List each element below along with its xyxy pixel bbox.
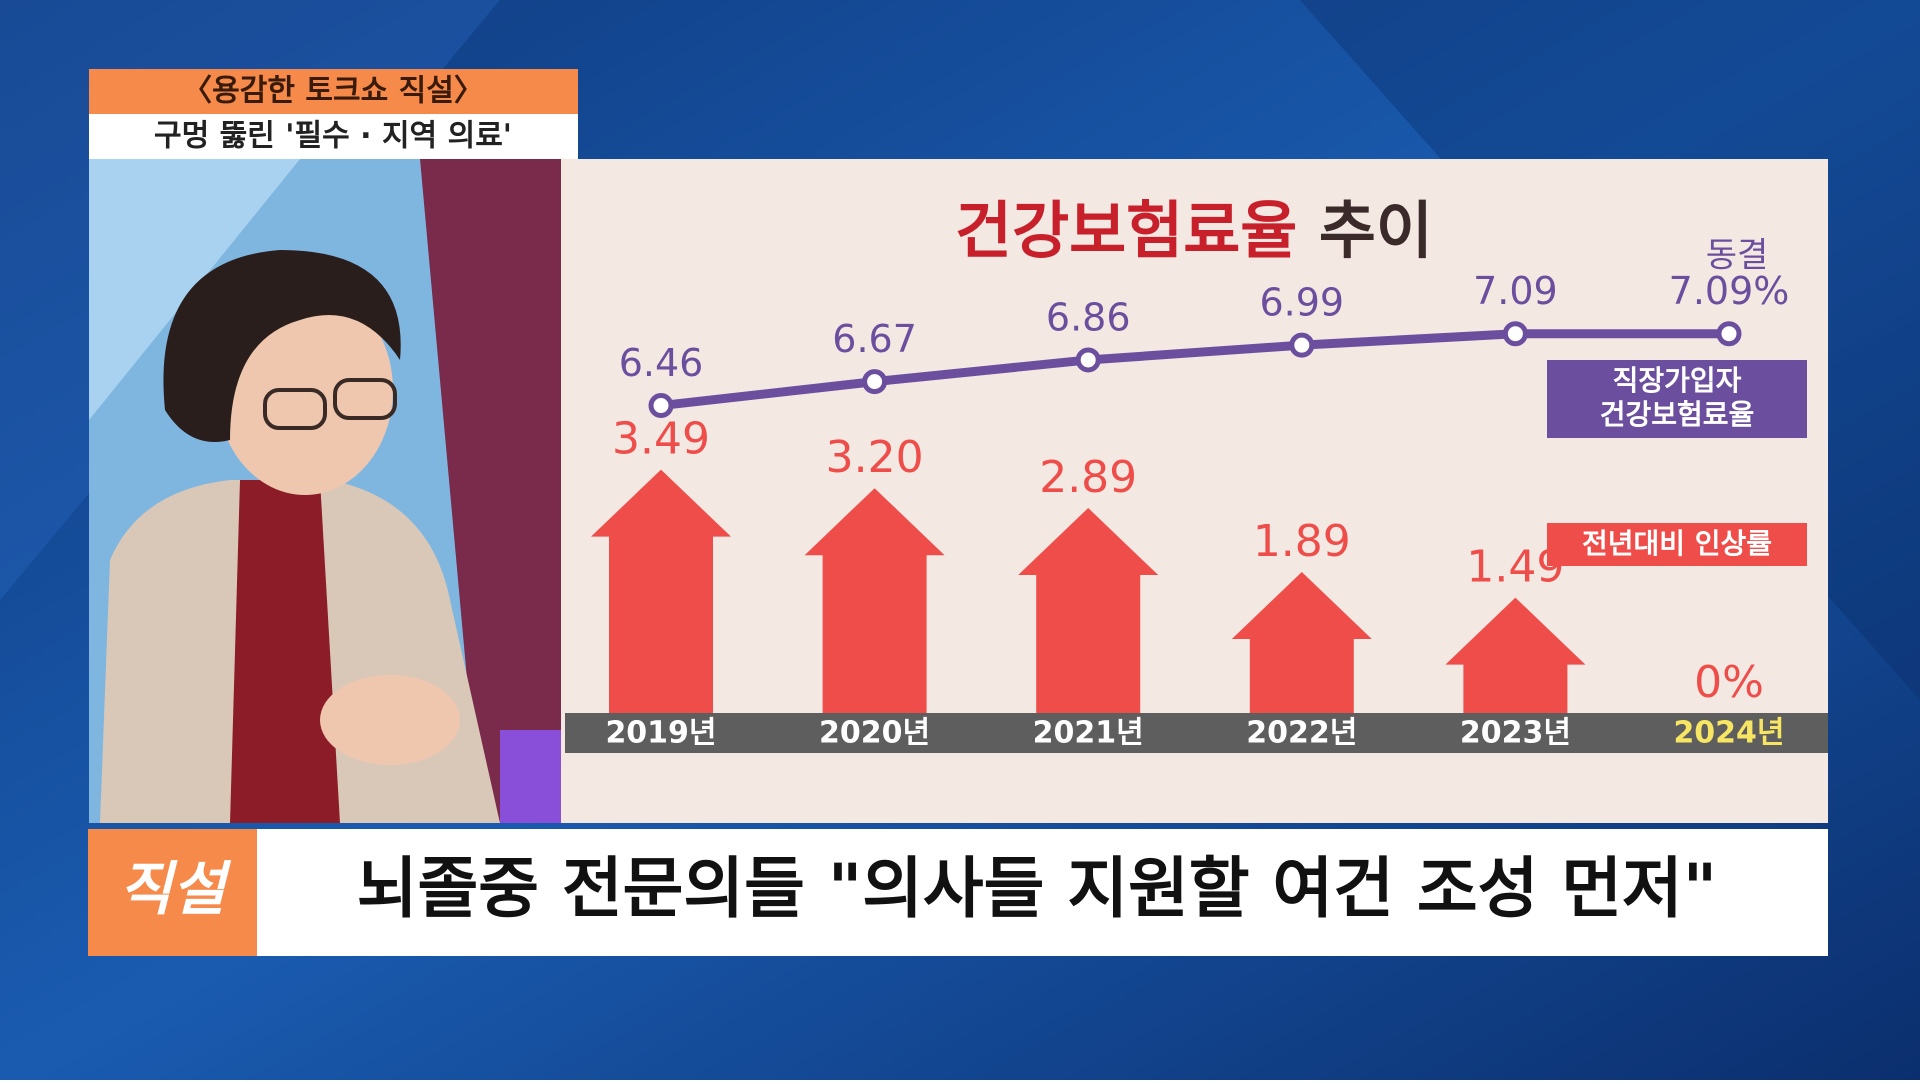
category-band [565, 713, 1828, 753]
person-glasses [333, 378, 397, 420]
chart-title: 건강보험료율 추이 [955, 194, 1433, 267]
line-point [1289, 332, 1315, 358]
line-point [862, 369, 888, 395]
arrow-bar [1018, 508, 1159, 713]
bar-value-label: 1.89 [1253, 516, 1351, 567]
x-tick-label: 2024년 [1673, 716, 1784, 751]
bar-value-label: 3.20 [826, 432, 924, 483]
line-value-label: 6.86 [1046, 295, 1131, 339]
arrow-bar [1231, 572, 1372, 713]
person-hair [163, 250, 401, 442]
person-sweater [230, 480, 340, 823]
line-value-label: 6.67 [832, 317, 917, 361]
arrow-bar [591, 469, 731, 713]
chart-panel [561, 159, 1828, 823]
bar-value-label: 0% [1694, 657, 1764, 708]
legend-box [1547, 523, 1807, 566]
legend-label: 전년대비 인상률 [1582, 527, 1772, 560]
line-series [660, 329, 1729, 411]
arrow-bar [804, 488, 945, 713]
person-hand [320, 675, 460, 765]
studio-backdrop [420, 159, 561, 823]
caption-headline: 뇌졸중 전문의들 "의사들 지원할 여건 조성 먼저" [357, 850, 1717, 927]
bar-value-label: 2.89 [1039, 452, 1137, 503]
arrow-bar [1445, 597, 1586, 713]
x-tick-label: 2020년 [819, 716, 930, 751]
caption-bar [88, 829, 1828, 956]
line-value-label: 7.09 [1473, 269, 1558, 313]
line-value-label: 7.09% [1669, 269, 1790, 313]
line-point [648, 393, 674, 419]
topic-label-box [89, 114, 578, 159]
legend-box [1547, 360, 1807, 438]
show-label-box [89, 69, 578, 114]
topic-title: 구멍 뚫린 '필수 · 지역 의료' [154, 119, 512, 154]
x-tick-label: 2022년 [1246, 716, 1357, 751]
bar-value-label: 3.49 [612, 414, 710, 465]
x-tick-label: 2019년 [605, 716, 716, 751]
line-value-label: 6.46 [619, 341, 704, 385]
x-tick-label: 2021년 [1033, 716, 1144, 751]
person-glasses [263, 388, 327, 430]
line-point [1716, 321, 1742, 347]
line-point [1502, 321, 1528, 347]
line-value-label: 6.99 [1259, 281, 1344, 325]
show-title: 〈용감한 토크쇼 직설〉 [182, 74, 484, 109]
annotation: 동결 [1706, 236, 1769, 276]
legend-label: 직장가입자 건강보험료율 [1600, 364, 1755, 431]
plot: 2019년 2020년 2021년 2022년 2023년 2024년 6.46 6.67 6.… [591, 236, 1807, 751]
x-tick-label: 2023년 [1460, 716, 1571, 751]
caption-logo-box [88, 829, 257, 956]
caption-logo: 직설 [119, 855, 232, 923]
studio-screen [500, 730, 561, 823]
line-point [1075, 347, 1101, 373]
